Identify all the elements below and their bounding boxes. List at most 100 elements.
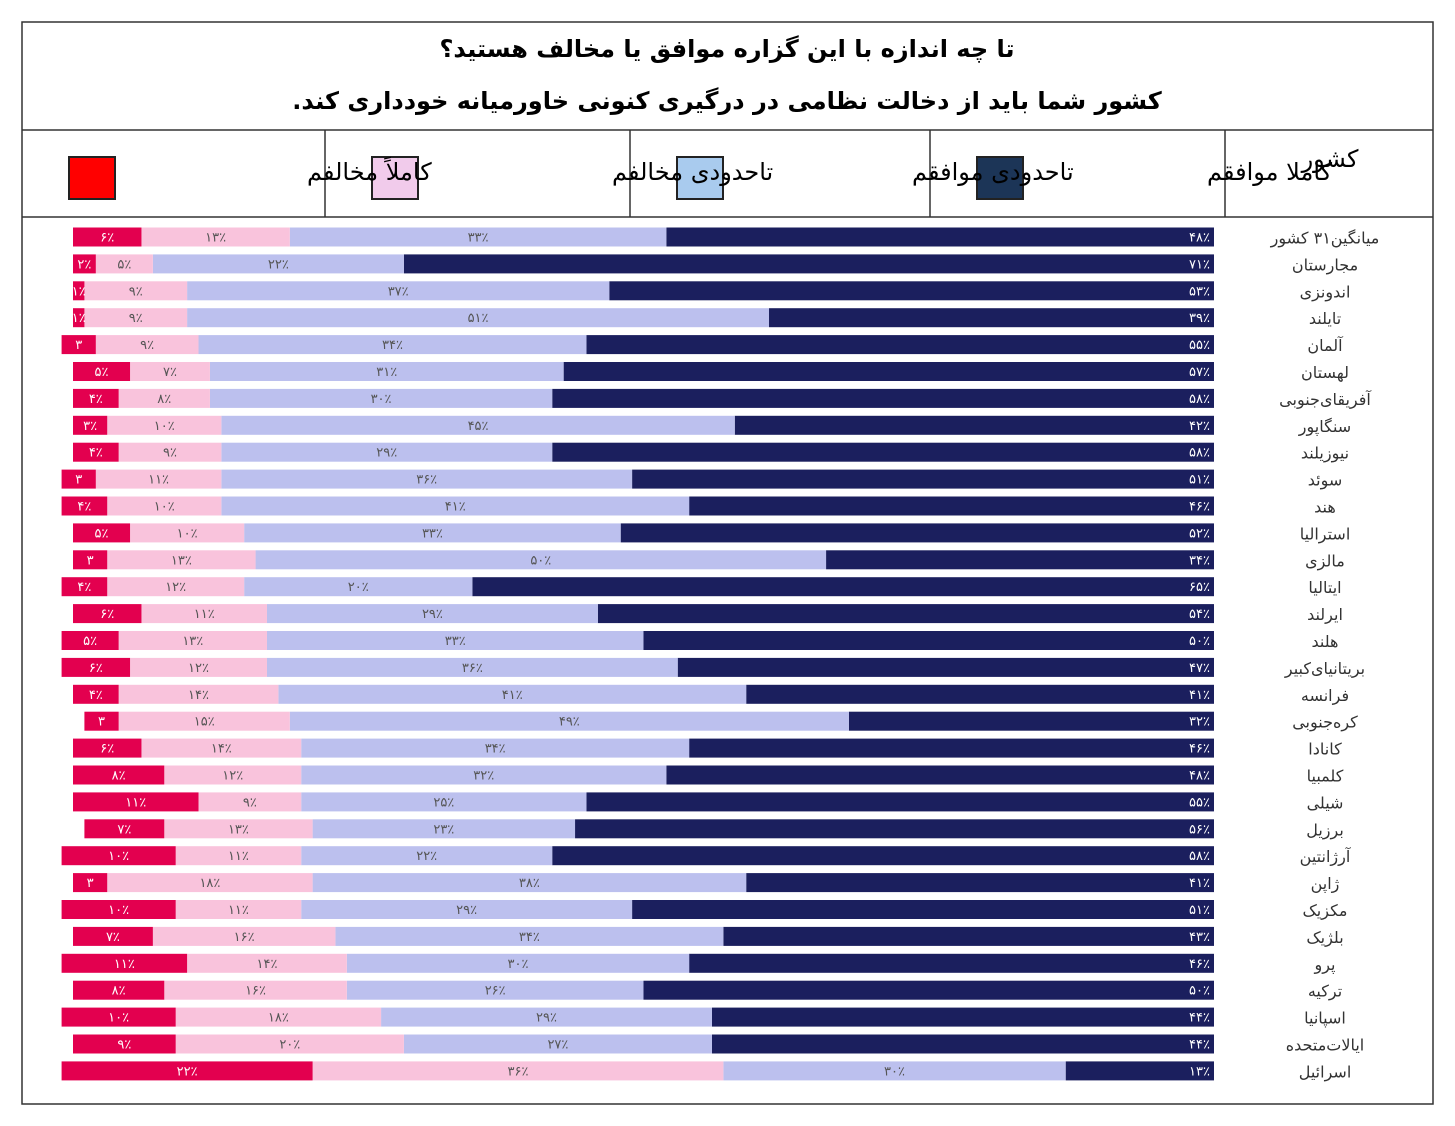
value-label: ۱۱٪ xyxy=(148,473,169,488)
value-label: ۲۷٪ xyxy=(547,1038,568,1053)
bar-segment xyxy=(266,631,644,650)
bar-segment xyxy=(73,738,142,758)
bar-segment xyxy=(130,657,267,677)
category-label: نیوزیلند xyxy=(1301,444,1349,464)
value-label: ۳۴٪ xyxy=(519,930,540,945)
value-label: ۵٪ xyxy=(117,257,131,272)
value-label: ۵۲٪ xyxy=(1189,526,1210,541)
category-label: ژاپن xyxy=(1311,874,1340,894)
value-label: ۱۱٪ xyxy=(228,849,249,864)
bar-segment xyxy=(666,227,1214,247)
bar-segment xyxy=(826,550,1214,570)
bar-segment xyxy=(620,523,1214,543)
value-label: ۳۶٪ xyxy=(508,1064,529,1079)
bar-segment xyxy=(73,980,165,1000)
value-label: ۸٪ xyxy=(157,392,171,407)
legend-swatch xyxy=(676,156,724,200)
category-header: کشور xyxy=(1301,145,1359,173)
value-label: ۳۳٪ xyxy=(422,526,443,541)
category-label: لهستان xyxy=(1301,363,1349,383)
bar-segment xyxy=(711,1034,1214,1054)
value-label: ۶٪ xyxy=(100,607,114,622)
bar-segment xyxy=(563,362,1214,381)
bar-segment xyxy=(73,792,199,812)
category-label: اسرائیل xyxy=(1299,1062,1352,1082)
bar-segment xyxy=(152,254,404,274)
bar-segment xyxy=(73,442,119,462)
value-label: ۴۹٪ xyxy=(559,715,580,730)
value-label: ۷۱٪ xyxy=(1189,257,1210,272)
bar-segment xyxy=(152,926,336,946)
bar-segment xyxy=(73,550,108,570)
bar-segment xyxy=(586,792,1214,812)
value-label: ۵۳٪ xyxy=(1189,284,1210,299)
value-label: ۴٪ xyxy=(89,688,103,703)
value-label: ۳۰٪ xyxy=(508,957,529,972)
value-label: ۵٪ xyxy=(95,365,109,380)
value-label: ۲۹٪ xyxy=(422,607,443,622)
value-label: ۱۳٪ xyxy=(171,553,192,568)
bar-segment xyxy=(118,388,210,408)
bar-segment xyxy=(61,900,176,919)
bar-segment xyxy=(403,254,1214,274)
bar-segment xyxy=(552,846,1214,866)
category-label: تایلند xyxy=(1309,309,1341,328)
category-label: ایرلند xyxy=(1307,605,1343,625)
value-label: ۳۹٪ xyxy=(1189,311,1210,326)
value-label: ۲۹٪ xyxy=(456,903,477,918)
value-label: ۱۰٪ xyxy=(108,849,129,864)
bar-segment xyxy=(711,1007,1214,1027)
bar-segment xyxy=(723,926,1214,946)
bar-segment xyxy=(301,900,633,919)
bar-segment xyxy=(335,926,724,946)
value-label: ۱۲٪ xyxy=(222,769,243,784)
value-label: ۳۳٪ xyxy=(468,231,489,246)
value-label: ۱۴٪ xyxy=(211,742,232,757)
bar-segment xyxy=(61,1007,176,1027)
bar-segment xyxy=(381,1007,712,1027)
category-label: کانادا xyxy=(1308,740,1342,759)
bar-segment xyxy=(312,1061,724,1081)
value-label: ۴۱٪ xyxy=(445,500,466,515)
value-label: ۲۰٪ xyxy=(348,580,369,595)
category-label: سوئد xyxy=(1308,471,1343,491)
category-label: برزیل xyxy=(1306,820,1344,840)
value-label: ۱۳٪ xyxy=(182,634,203,649)
value-label: ۱۴٪ xyxy=(256,957,277,972)
value-label: ۴٪ xyxy=(89,392,103,407)
value-label: ۴۵٪ xyxy=(468,419,489,434)
value-label: ۲۰٪ xyxy=(279,1038,300,1053)
bar-segment xyxy=(73,765,165,785)
value-label: ۳۰٪ xyxy=(884,1064,905,1079)
value-label: ۱۰٪ xyxy=(108,903,129,918)
chart-title: تا چه اندازه با این گزاره موافق یا مخالف… xyxy=(439,35,1014,63)
value-label: ۹٪ xyxy=(243,795,257,810)
bar-segment xyxy=(175,1007,382,1027)
value-label: ۱٪ xyxy=(72,311,86,326)
value-label: ۴٪ xyxy=(77,580,91,595)
bar-segment xyxy=(73,362,131,381)
bar-segment xyxy=(141,604,267,624)
bar-segment xyxy=(677,657,1214,677)
value-label: ۵۴٪ xyxy=(1189,607,1210,622)
bar-segment xyxy=(266,604,598,624)
value-label: ۲۹٪ xyxy=(536,1011,557,1026)
value-label: ۴۶٪ xyxy=(1189,742,1210,757)
bar-segment xyxy=(73,684,119,704)
bar-segment xyxy=(643,980,1214,1000)
bar-segment xyxy=(187,281,610,301)
value-label: ۲۲٪ xyxy=(416,849,437,864)
value-label: ۷٪ xyxy=(163,365,177,380)
value-label: ۱۱٪ xyxy=(228,903,249,918)
bar-segment xyxy=(73,604,142,624)
bar-segment xyxy=(586,335,1214,355)
value-label: ۱۶٪ xyxy=(245,984,266,999)
legend-label: تاحدودی مخالفم xyxy=(612,158,773,186)
bar-segment xyxy=(130,362,210,381)
bar-segment xyxy=(73,926,153,946)
category-label: فرانسه xyxy=(1301,686,1349,706)
value-label: ۴۸٪ xyxy=(1189,231,1210,246)
value-label: ۱۰٪ xyxy=(177,526,198,541)
value-label: ۴۶٪ xyxy=(1189,500,1210,515)
